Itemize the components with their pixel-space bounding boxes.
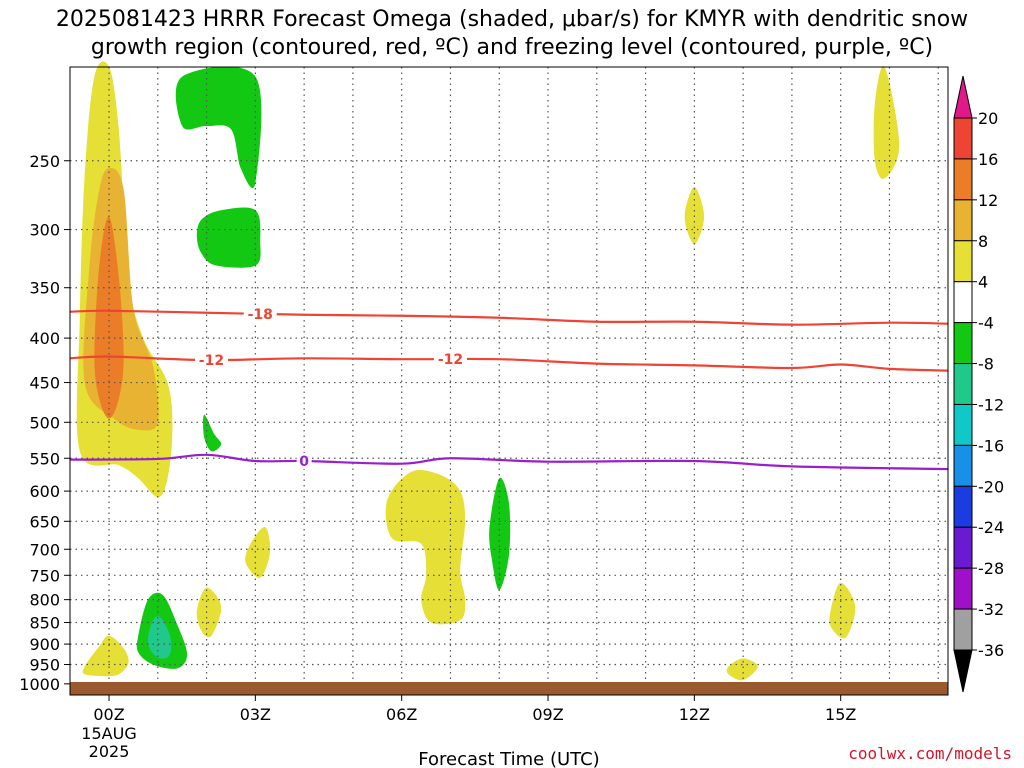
colorbar-swatch xyxy=(953,363,973,405)
ground-bar xyxy=(70,682,948,695)
x-tick-year: 2025 xyxy=(89,742,130,761)
omega-region xyxy=(196,207,261,268)
omega-region xyxy=(829,582,856,639)
colorbar-swatch xyxy=(953,567,973,610)
colorbar-label: -16 xyxy=(978,436,1004,455)
colorbar-label: 12 xyxy=(978,191,998,210)
title-line-1: 2025081423 HRRR Forecast Omega (shaded, … xyxy=(55,7,969,32)
colorbar-swatch xyxy=(953,199,973,242)
x-tick-label: 15Z xyxy=(825,705,856,724)
contour-label-bg xyxy=(194,351,228,368)
gridlines xyxy=(70,67,948,695)
y-tick-label: 750 xyxy=(29,566,60,585)
colorbar-swatch xyxy=(953,403,973,446)
contour-label: 0 xyxy=(299,454,309,470)
x-tick-label: 12Z xyxy=(679,705,710,724)
y-tick-label: 950 xyxy=(29,655,60,674)
y-tick-label: 850 xyxy=(29,614,60,633)
contour-label-bg xyxy=(433,351,467,368)
colorbar-label: -20 xyxy=(978,477,1004,496)
colorbar-label: -4 xyxy=(978,314,994,333)
y-tick-label: 300 xyxy=(29,221,60,240)
y-tick-label: 650 xyxy=(29,512,60,531)
colorbar-swatch xyxy=(953,608,973,651)
colorbar-swatch xyxy=(953,322,973,365)
x-tick-label: 09Z xyxy=(532,705,563,724)
contour-line xyxy=(69,309,949,326)
source-credit: coolwx.com/models xyxy=(848,744,1012,763)
colorbar-legend: 20 16 12 8 4 -4 -8 -12 -16 -20 -24 -28 -32 -36 xyxy=(953,75,1004,693)
colorbar-label: -28 xyxy=(978,559,1004,578)
omega-region xyxy=(873,65,900,179)
colorbar-label: -8 xyxy=(978,355,994,374)
omega-region xyxy=(147,616,172,659)
plot-frame xyxy=(69,66,949,696)
colorbar-swatch xyxy=(953,444,973,487)
y-tick-label: 800 xyxy=(29,591,60,610)
colorbar-label: 4 xyxy=(978,273,988,292)
x-tick-date: 15AUG xyxy=(81,724,136,743)
temperature-contours: -18 -12 -12 0 xyxy=(69,305,949,471)
y-tick-label: 350 xyxy=(29,279,60,298)
colorbar-swatch xyxy=(953,117,973,160)
omega-shading xyxy=(76,61,900,681)
x-axis-label: Forecast Time (UTC) xyxy=(418,749,599,768)
contour-label-bg xyxy=(296,452,312,469)
colorbar-swatch xyxy=(953,158,973,201)
omega-region xyxy=(175,66,262,189)
y-tick-label: 600 xyxy=(29,482,60,501)
y-tick-label: 400 xyxy=(29,329,60,348)
colorbar-label: 20 xyxy=(978,109,998,128)
colorbar-label: -32 xyxy=(978,600,1004,619)
colorbar-label: -36 xyxy=(978,641,1004,660)
omega-region xyxy=(196,587,222,638)
x-tick-label: 00Z xyxy=(93,705,124,724)
y-tick-label: 500 xyxy=(29,413,60,432)
chart-title: 2025081423 HRRR Forecast Omega (shaded, … xyxy=(0,6,1024,62)
colorbar-label: -24 xyxy=(978,518,1004,537)
colorbar-label: 8 xyxy=(978,232,988,251)
omega-region xyxy=(489,477,511,591)
omega-region xyxy=(94,216,124,419)
y-axis: 250 300 350 400 450 500 550 600 650 700 750 800 850 9… xyxy=(19,152,70,694)
y-tick-label: 550 xyxy=(29,449,60,468)
colorbar-swatch xyxy=(953,485,973,528)
omega-region xyxy=(203,414,222,452)
omega-region xyxy=(726,658,758,681)
x-tick-label: 03Z xyxy=(240,705,271,724)
title-line-2: growth region (contoured, red, ºC) and f… xyxy=(90,35,934,60)
colorbar-swatch xyxy=(953,526,973,569)
colorbar-bottom-arrow xyxy=(953,649,973,693)
contour-label: -18 xyxy=(248,307,273,323)
y-tick-label: 250 xyxy=(29,152,60,171)
contour-label-bg xyxy=(243,305,277,322)
contour-label: -12 xyxy=(438,352,463,368)
x-tick-label: 06Z xyxy=(386,705,417,724)
colorbar-swatch xyxy=(953,240,973,283)
y-tick-label: 450 xyxy=(29,374,60,393)
y-tick-label: 1000 xyxy=(19,675,60,694)
y-tick-label: 700 xyxy=(29,540,60,559)
y-tick-label: 900 xyxy=(29,635,60,654)
colorbar-swatch xyxy=(953,281,973,324)
contour-label: -12 xyxy=(199,353,224,369)
omega-region xyxy=(245,526,271,578)
omega-region xyxy=(82,635,129,677)
contour-line xyxy=(69,453,949,471)
colorbar-top-arrow xyxy=(953,75,973,119)
colorbar-label: 16 xyxy=(978,150,998,169)
colorbar-label: -12 xyxy=(978,395,1004,414)
omega-region xyxy=(385,469,466,625)
